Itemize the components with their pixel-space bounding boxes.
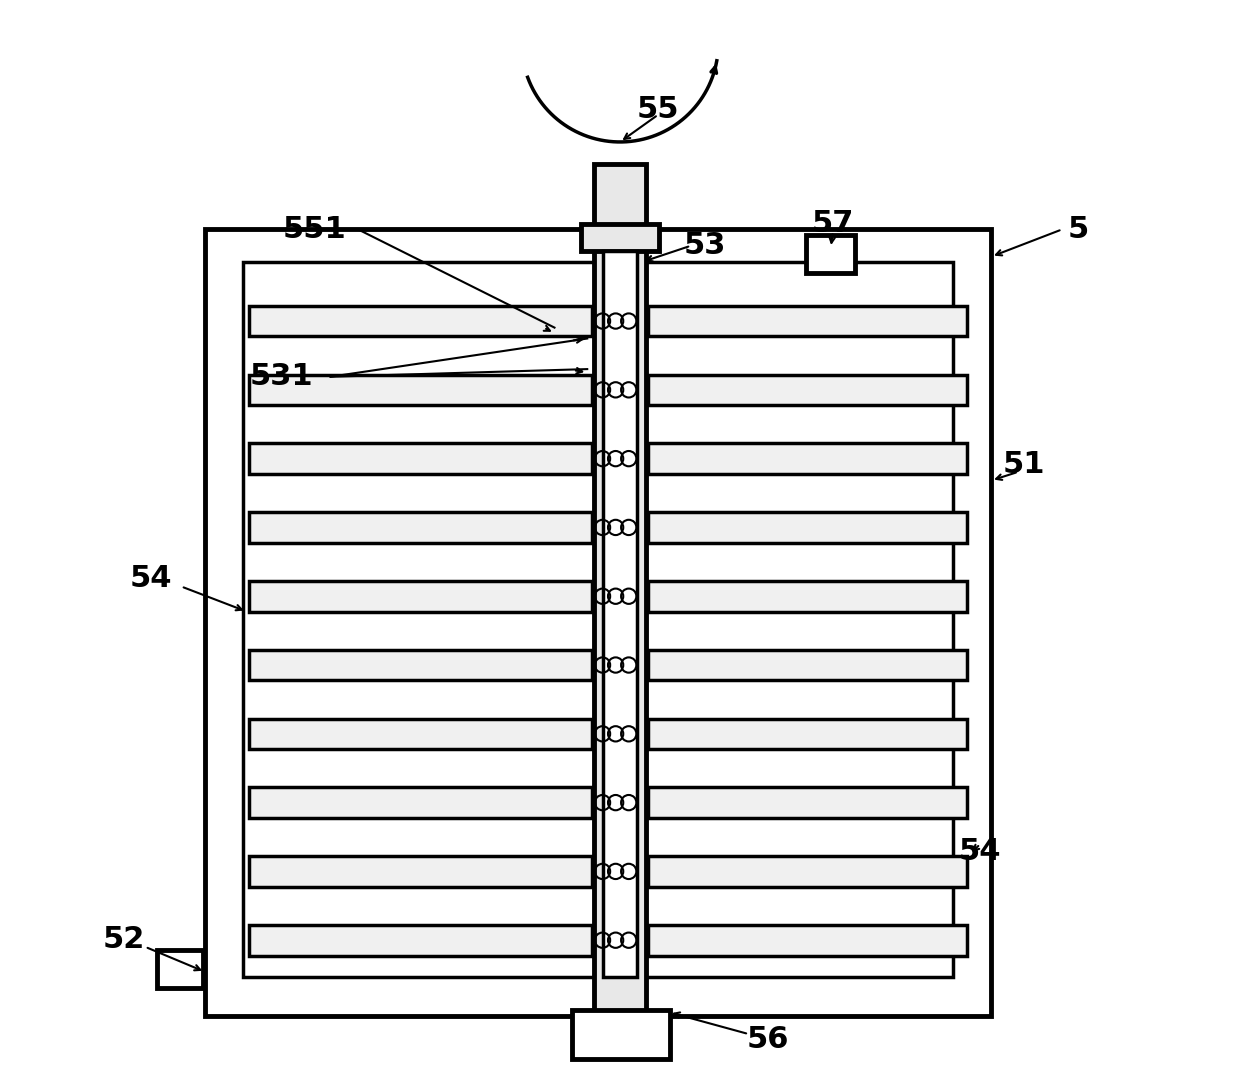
FancyBboxPatch shape [649, 375, 967, 405]
FancyBboxPatch shape [580, 224, 660, 251]
Text: 54: 54 [129, 565, 171, 593]
FancyBboxPatch shape [249, 443, 591, 474]
FancyBboxPatch shape [594, 164, 646, 1016]
FancyBboxPatch shape [649, 856, 967, 887]
FancyBboxPatch shape [205, 229, 991, 1016]
Text: 52: 52 [103, 925, 145, 953]
FancyBboxPatch shape [249, 375, 591, 405]
Text: 55: 55 [637, 95, 680, 123]
FancyBboxPatch shape [649, 512, 967, 543]
FancyBboxPatch shape [572, 1010, 671, 1059]
FancyBboxPatch shape [249, 650, 591, 680]
FancyBboxPatch shape [249, 581, 591, 612]
FancyBboxPatch shape [649, 925, 967, 956]
FancyBboxPatch shape [249, 512, 591, 543]
FancyBboxPatch shape [649, 787, 967, 818]
FancyBboxPatch shape [249, 719, 591, 749]
Text: 57: 57 [812, 210, 854, 238]
Text: 54: 54 [959, 838, 1002, 866]
Text: 551: 551 [283, 215, 346, 244]
FancyBboxPatch shape [649, 719, 967, 749]
FancyBboxPatch shape [649, 650, 967, 680]
FancyBboxPatch shape [649, 306, 967, 336]
FancyBboxPatch shape [249, 306, 591, 336]
FancyBboxPatch shape [157, 950, 203, 988]
FancyBboxPatch shape [649, 581, 967, 612]
Text: 53: 53 [684, 232, 727, 260]
FancyBboxPatch shape [249, 856, 591, 887]
FancyBboxPatch shape [249, 787, 591, 818]
Text: 56: 56 [746, 1025, 789, 1054]
Text: 51: 51 [1003, 450, 1045, 478]
FancyBboxPatch shape [243, 262, 954, 977]
FancyBboxPatch shape [603, 251, 637, 977]
FancyBboxPatch shape [649, 443, 967, 474]
Text: 5: 5 [1068, 215, 1089, 244]
Text: 531: 531 [249, 363, 314, 391]
FancyBboxPatch shape [249, 925, 591, 956]
FancyBboxPatch shape [806, 235, 854, 273]
